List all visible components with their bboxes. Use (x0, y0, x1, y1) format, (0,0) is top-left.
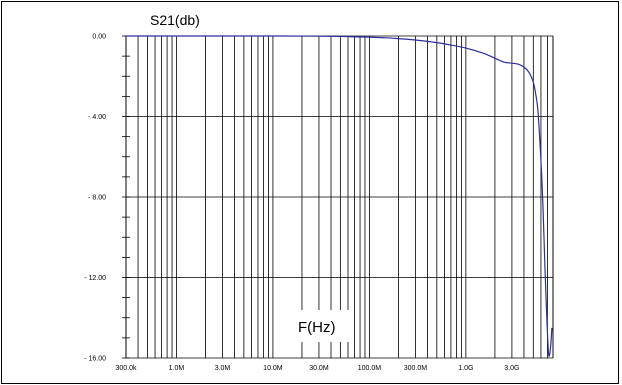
y-tick-label: 0.00 (92, 34, 106, 41)
x-tick-label: 1.0G (458, 365, 473, 372)
x-axis-label-box (292, 310, 352, 342)
x-tick-label: 300.0M (404, 365, 428, 372)
x-tick-label: 100.0M (358, 365, 382, 372)
x-tick-label: 30.0M (309, 365, 329, 372)
grid-layer (125, 35, 554, 359)
x-axis-label: F(Hz) (298, 319, 336, 336)
y-axis-label: S21(db) (150, 12, 200, 28)
x-tick-label: 1.0M (169, 365, 185, 372)
y-tick-label: - 12.00 (84, 275, 106, 282)
x-tick-label: 300.0k (115, 365, 137, 372)
x-tick-label: 3.0G (504, 365, 519, 372)
x-tick-label: 10.0M (263, 365, 283, 372)
y-tick-label: - 4.00 (88, 114, 106, 121)
s21-line (126, 35, 553, 357)
label-layer: 0.00 - 4.00 - 8.00 - 12.00 - 16.00 300.0k 1.0M… (84, 34, 519, 373)
y-tick-label: - 16.00 (84, 356, 106, 363)
x-tick-label: 3.0M (215, 365, 231, 372)
y-tick-label: - 8.00 (88, 195, 106, 202)
series-layer (126, 35, 553, 357)
